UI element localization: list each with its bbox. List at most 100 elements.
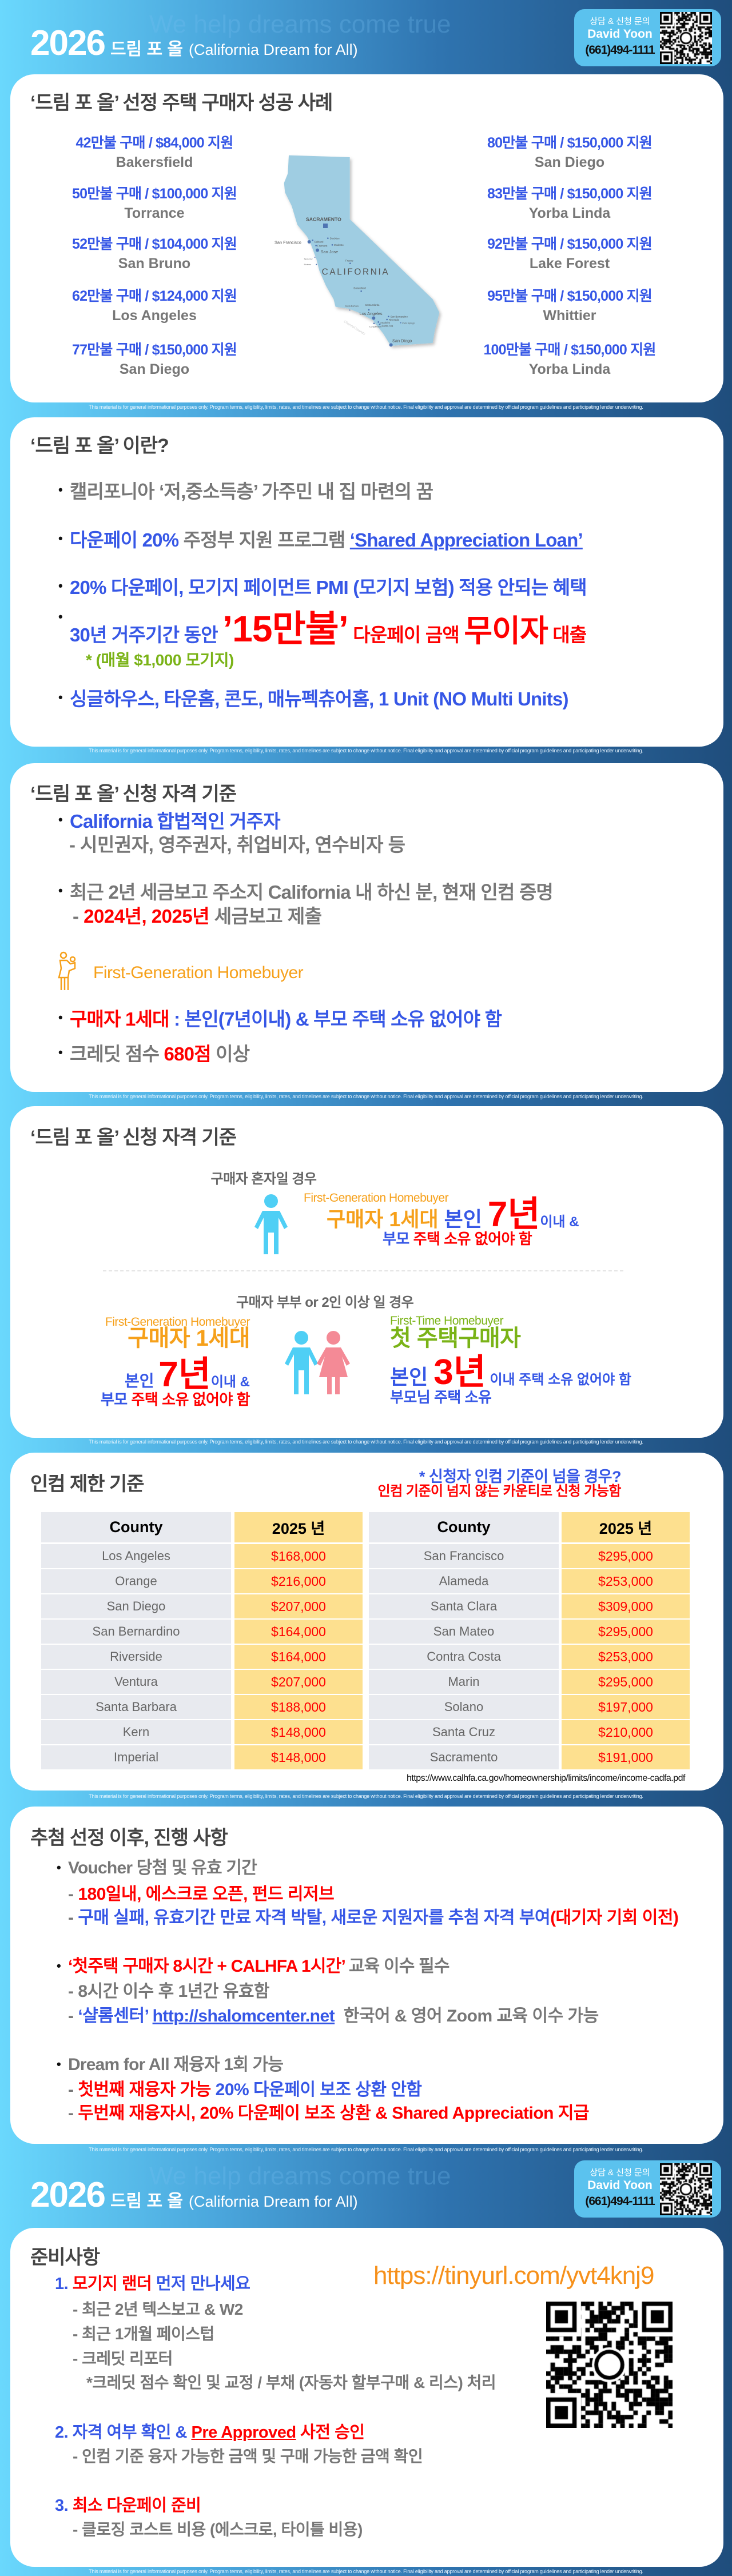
couple-buyer-label: 구매자 부부 or 2인 이상 일 경우 bbox=[236, 1295, 414, 1310]
success-case: 50만불 구매 / $100,000 지원 Torrance bbox=[29, 182, 280, 222]
case-city: San Diego bbox=[534, 154, 605, 170]
map-label: Channel Islands bbox=[343, 320, 366, 336]
about-bullet: 20% 다운페이, 모기지 페이먼트 PMI (모기지 보험) 적용 안되는 혜… bbox=[58, 576, 587, 599]
text-segment: 교육 이수 필수 bbox=[345, 1957, 450, 1976]
map-label: San Jose bbox=[321, 249, 339, 254]
eligibility-bullet: California 합법적인 거주자 bbox=[58, 810, 281, 833]
contact-box[interactable]: 상담 & 신청 문의 David Yoon (661)494-1111 bbox=[574, 9, 721, 66]
case-city: San Bruno bbox=[118, 256, 191, 272]
case-city: Yorba Linda bbox=[528, 361, 611, 377]
text-segment: 3. bbox=[55, 2497, 73, 2515]
success-case: 92만불 구매 / $150,000 지원 Lake Forest bbox=[444, 233, 695, 272]
program-subtitle: (California Dream for All) bbox=[189, 2193, 358, 2210]
case-city: Bakersfield bbox=[116, 154, 193, 170]
contact-box[interactable]: 상담 & 신청 문의 David Yoon (661)494-1111 bbox=[574, 2160, 721, 2218]
section-title: ‘드림 포 올’ 이란? bbox=[30, 435, 169, 457]
page-title: 2026 드림 포 올 (California Dream for All) bbox=[30, 2175, 358, 2215]
income-cell: $207,000 bbox=[234, 1670, 363, 1694]
success-case: 100만불 구매 / $150,000 지원 Yorba Linda bbox=[444, 338, 695, 378]
section-title: ‘드림 포 올’ 선정 주택 구매자 성공 사례 bbox=[30, 92, 333, 114]
case-city: Lake Forest bbox=[529, 256, 610, 272]
link[interactable]: Pre Approved bbox=[191, 2423, 297, 2442]
text-segment: - 시민권자, 영주권자, 취업비자, 연수비자 등 bbox=[69, 834, 405, 855]
city-marker bbox=[389, 343, 393, 347]
text-segment: 구매자 1세대 bbox=[327, 1207, 444, 1231]
couple-left-headline: 구매자 1세대 bbox=[128, 1326, 250, 1351]
success-case: 42만불 구매 / $84,000 지원 Bakersfield bbox=[29, 131, 280, 171]
contact-phone[interactable]: (661)494-1111 bbox=[585, 43, 655, 57]
text-segment: 무이자 bbox=[464, 614, 548, 648]
text-segment: 본인 bbox=[124, 1372, 159, 1390]
text-segment: 7년 bbox=[158, 1355, 211, 1394]
prep-subline: - 최근 1개월 페이스텁 bbox=[73, 2324, 214, 2344]
success-case: 95만불 구매 / $150,000 지원 Whittier bbox=[444, 285, 695, 324]
tagline: We help dreams come true bbox=[149, 2162, 451, 2190]
qr-code[interactable] bbox=[660, 2163, 712, 2215]
county-cell: Kern bbox=[41, 1720, 231, 1744]
success-case: 83만불 구매 / $150,000 지원 Yorba Linda bbox=[444, 182, 695, 222]
map-label: Los Angeles bbox=[360, 311, 383, 316]
text-segment: 캘리포니아 ‘저,중소득층’ 가주민 내 집 마련의 꿈 bbox=[70, 481, 433, 502]
table-header: 2025 년 bbox=[234, 1512, 363, 1542]
income-cell: $207,000 bbox=[234, 1594, 363, 1618]
prep-step: 1. 모기지 랜더 먼저 만나세요 bbox=[55, 2274, 250, 2294]
text-segment: 2024년, 2025년 bbox=[83, 906, 210, 927]
city-marker bbox=[316, 248, 319, 252]
city-marker bbox=[315, 245, 317, 246]
eligibility-subline: - 2024년, 2025년 세금보고 제출 bbox=[73, 905, 322, 928]
link[interactable]: ‘Shared Appreciation Loan’ bbox=[349, 529, 583, 551]
map-label: Fremont bbox=[317, 244, 328, 247]
process-subline: - 첫번째 재융자 가능 20% 다운페이 보조 상환 안함 bbox=[68, 2080, 422, 2100]
text-segment: 모기지 랜더 bbox=[72, 2275, 152, 2293]
text-segment: 세금보고 제출 bbox=[209, 906, 322, 927]
text-segment: 부모 bbox=[383, 1230, 413, 1247]
fgh-tag: First-Generation Homebuyer bbox=[105, 1315, 250, 1329]
source-link[interactable]: https://www.calhfa.ca.gov/homeownership/… bbox=[406, 1773, 686, 1783]
qr-code[interactable] bbox=[660, 12, 712, 64]
process-bullet: Voucher 당첨 및 유효 기간 bbox=[57, 1858, 257, 1879]
text-segment: 7년 bbox=[487, 1195, 540, 1234]
county-cell: Imperial bbox=[41, 1745, 231, 1769]
text-segment: 구매 실패, 유효기간 만료 자격 박탈, 새로운 지원자를 추첨 자격 부여 bbox=[78, 1908, 551, 1927]
income-cell: $295,000 bbox=[562, 1620, 690, 1644]
income-cell: $197,000 bbox=[562, 1695, 690, 1719]
disclaimer: This material is for general information… bbox=[89, 2569, 643, 2574]
about-bullet: 다운페이 20% 주정부 지원 프로그램 ‘Shared Appreciatio… bbox=[58, 529, 583, 552]
table-header: 2025 년 bbox=[562, 1512, 690, 1542]
text-segment: 3년 bbox=[433, 1353, 486, 1392]
disclaimer: This material is for general information… bbox=[89, 1793, 643, 1799]
city-marker bbox=[316, 264, 317, 265]
map-label: Monterey bbox=[304, 264, 312, 266]
text-segment: : 본인(7년이내) & 부모 주택 소유 없어야 함 bbox=[169, 1008, 502, 1030]
program-name: 드림 포 올 bbox=[110, 2192, 184, 2211]
person-icon bbox=[254, 1194, 288, 1254]
city-marker bbox=[377, 321, 379, 323]
text-segment: 한국어 & 영어 Zoom 교육 이수 가능 bbox=[335, 2007, 599, 2025]
section-title: 준비사항 bbox=[30, 2247, 100, 2268]
disclaimer: This material is for general information… bbox=[89, 1439, 643, 1445]
case-amount: 95만불 구매 / $150,000 지원 bbox=[487, 288, 653, 304]
tinyurl-link[interactable]: https://tinyurl.com/yvt4knj9 bbox=[373, 2262, 654, 2290]
table-header: County bbox=[41, 1512, 231, 1542]
text-segment: - 최근 1개월 페이스텁 bbox=[73, 2325, 214, 2343]
city-marker bbox=[307, 240, 311, 244]
case-amount: 77만불 구매 / $150,000 지원 bbox=[71, 342, 237, 358]
contact-label: 상담 & 신청 문의 bbox=[590, 2168, 650, 2178]
text-segment: 20% 다운페이 보조 상환 안함 bbox=[215, 2080, 422, 2099]
county-cell: Contra Costa bbox=[369, 1645, 559, 1669]
text-segment: 주택 소유 없어야 함 bbox=[413, 1230, 532, 1247]
link[interactable]: http://shalomcenter.net bbox=[152, 2007, 335, 2025]
contact-phone[interactable]: (661)494-1111 bbox=[585, 2195, 655, 2208]
case-amount: 80만불 구매 / $150,000 지원 bbox=[487, 135, 653, 151]
fgh-tag: First-Generation Homebuyer bbox=[304, 1191, 449, 1205]
prep-subline: - 최근 2년 텍스보고 & W2 bbox=[73, 2300, 243, 2319]
text-segment: 먼저 만나세요 bbox=[152, 2275, 250, 2293]
county-cell: Orange bbox=[41, 1569, 231, 1593]
county-cell: Alameda bbox=[369, 1569, 559, 1593]
text-segment: 본인 bbox=[390, 1365, 434, 1389]
text-segment: *크레딧 점수 확인 및 교정 / 부채 (자동차 할부구매 & 리스) 처리 bbox=[86, 2374, 496, 2391]
couple-left-rule: 부모 주택 소유 없어야 함 bbox=[101, 1391, 250, 1409]
qr-code-large[interactable] bbox=[546, 2302, 673, 2428]
map-label: Santa Clarita bbox=[365, 304, 380, 306]
text-segment: - bbox=[68, 1885, 78, 1904]
